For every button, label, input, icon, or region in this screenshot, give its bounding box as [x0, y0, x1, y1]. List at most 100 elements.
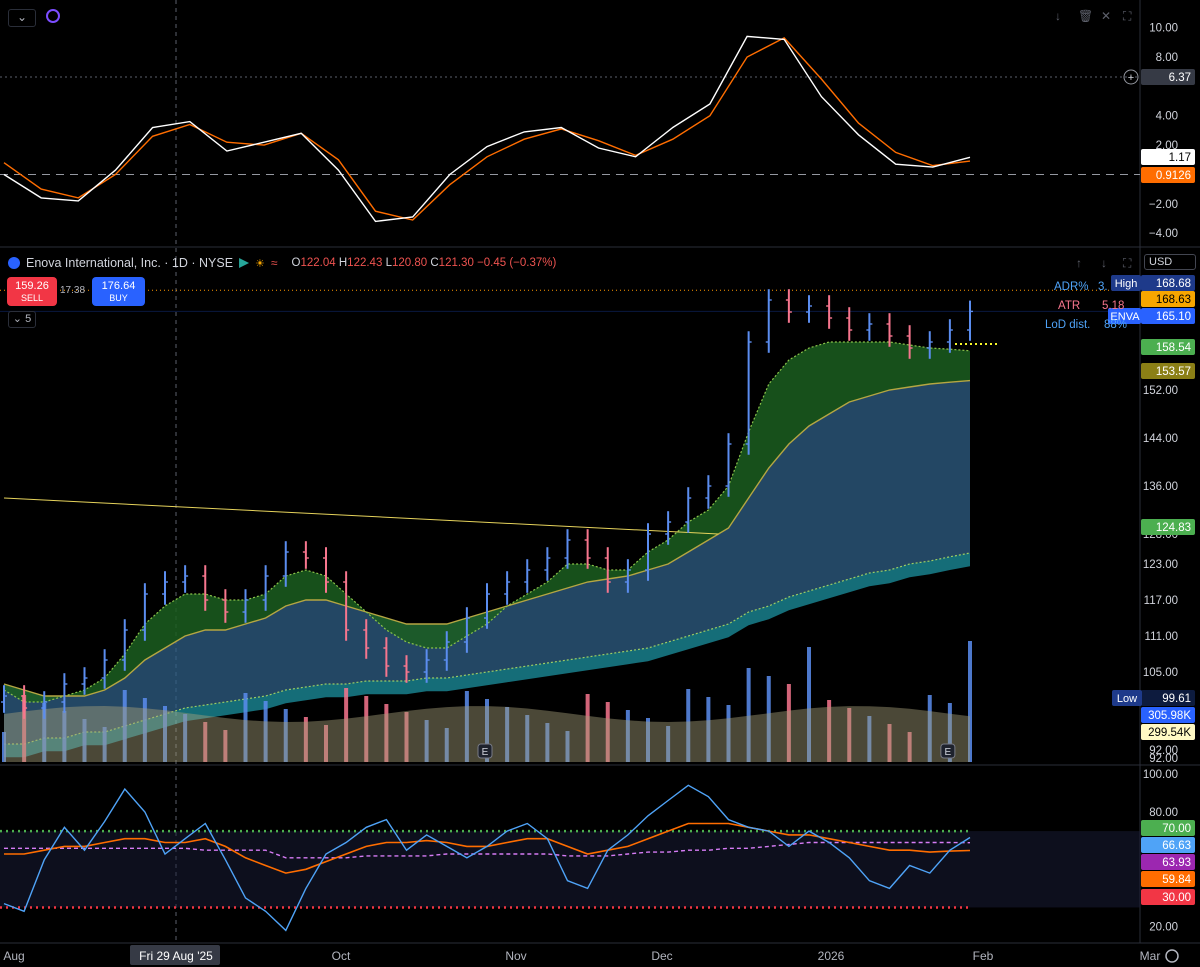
price-y-tick: 123.00 — [1143, 559, 1178, 571]
volume-bar — [827, 700, 832, 762]
earnings-marker-label: E — [945, 747, 952, 758]
earnings-marker — [477, 743, 493, 759]
volume-bar — [404, 712, 409, 762]
ema-mid-tag-bg — [1141, 363, 1195, 379]
low-label-bg — [1112, 690, 1142, 706]
time-axis-label: Nov — [505, 949, 526, 963]
time-axis-label: Feb — [973, 949, 994, 963]
symbol-header: Enova International, Inc. · 1D · NYSE ☀ … — [8, 256, 556, 270]
macd-crosshair-label: 6.37 — [1169, 72, 1191, 84]
volume-bar — [625, 710, 630, 762]
macd-y-tick: 10.00 — [1149, 23, 1178, 35]
close-icon[interactable]: ✕ — [1101, 9, 1112, 23]
volume-bar — [505, 707, 510, 762]
macd-y-tick: −4.00 — [1149, 228, 1178, 240]
add-alert-glyph: + — [1128, 72, 1134, 84]
price-y-tick: 117.00 — [1144, 595, 1178, 607]
rsi-ma-tag: 59.84 — [1162, 874, 1191, 886]
symbol-title[interactable]: Enova International, Inc. · 1D · NYSE — [26, 256, 234, 270]
volume-bar — [585, 694, 590, 762]
earnings-marker — [940, 743, 956, 759]
volume-bar — [968, 641, 972, 762]
volume-tag: 305.98K — [1148, 710, 1191, 722]
macd-value-label-bg — [1141, 149, 1195, 165]
last-price-tag: 165.10 — [1156, 311, 1191, 323]
symbol-tag-bg — [1108, 308, 1141, 324]
move-down-icon[interactable]: ↓ — [1055, 9, 1061, 23]
lod-value: 88% — [1104, 319, 1128, 331]
mid-slow-cloud — [4, 380, 970, 744]
volume-bar — [485, 699, 489, 762]
indicator-settings-icon[interactable] — [46, 9, 60, 23]
price-y-tick: 105.00 — [1143, 667, 1178, 679]
collapse-pane-button[interactable]: ⌄ — [8, 9, 36, 27]
volume-bar — [847, 708, 852, 762]
rsi-upper-tag: 70.00 — [1162, 823, 1191, 835]
delete-icon[interactable]: 🗑 — [1078, 9, 1094, 23]
chevron-down-icon: ⌄ — [12, 313, 23, 325]
volume-bar — [766, 676, 771, 762]
ema-fast-line — [3, 341, 971, 703]
currency-select[interactable]: USD — [1144, 254, 1196, 270]
move-up-icon[interactable]: ↑ — [1076, 256, 1082, 270]
volume-bar — [706, 697, 711, 762]
price-y-tick: 92.00 — [1149, 745, 1178, 757]
rsi-ma-tag-bg — [1141, 871, 1195, 887]
ema-fast-tag: 158.54 — [1156, 342, 1192, 354]
maximize-icon[interactable]: ⛶ — [1123, 9, 1132, 23]
ema-fast-tag-bg — [1141, 339, 1195, 355]
time-axis-label: Dec — [651, 949, 672, 963]
rsi-band — [0, 831, 1140, 908]
volume-bar — [263, 701, 268, 762]
signal-value-label: 0.9126 — [1156, 170, 1191, 182]
macd-y-tick: 4.00 — [1156, 111, 1178, 123]
symbol-logo-icon — [8, 257, 20, 269]
price-y-tick: 111.00 — [1145, 631, 1178, 643]
wave-icon: ≈ — [270, 256, 278, 270]
volume-bar — [565, 731, 570, 762]
rsi-signal-tag: 63.93 — [1162, 857, 1191, 869]
market-status-icon — [239, 258, 250, 268]
volume-bar — [786, 684, 791, 762]
volume-bar — [686, 689, 691, 762]
volume-bar — [384, 704, 389, 762]
volume-bar — [605, 702, 610, 762]
rsi-y-tick: 80.00 — [1149, 807, 1178, 819]
adr-label: ADR% — [1054, 281, 1089, 293]
high-label: High — [1115, 278, 1138, 290]
sell-price: 159.26 — [15, 280, 49, 292]
price-y-tick: 152.00 — [1143, 385, 1178, 397]
move-down-icon-2[interactable]: ↓ — [1101, 256, 1107, 270]
volume-bar — [364, 696, 369, 762]
macd-signal-line — [3, 37, 971, 221]
add-alert-icon — [1123, 69, 1139, 85]
volume-bar — [183, 714, 188, 762]
volume-bar — [243, 693, 248, 762]
volume-bar — [525, 715, 530, 762]
time-axis-label: Aug — [3, 949, 24, 963]
atr-label: ATR — [1058, 300, 1081, 312]
price-y-tick-bottom: 92.00 — [1149, 753, 1178, 765]
volume-ma-area — [4, 706, 970, 762]
volume-bar — [646, 718, 650, 762]
macd-line — [3, 35, 971, 223]
session-sun-icon: ☀ — [255, 257, 265, 270]
sell-button[interactable]: 159.26 SELL — [7, 277, 57, 306]
low-value-tag-bg — [1141, 690, 1195, 706]
resistance-trendline — [3, 497, 719, 535]
buy-price: 176.64 — [101, 280, 136, 292]
ema-slow-tag: 124.83 — [1156, 522, 1191, 534]
buy-button[interactable]: 176.64 BUY — [92, 277, 145, 306]
volume-bar — [203, 722, 208, 762]
interval-toggle-button[interactable]: ⌄ 5 — [8, 311, 36, 328]
volume-bar — [947, 703, 952, 762]
time-axis-label: 2026 — [818, 949, 845, 963]
volume-bar — [726, 705, 731, 762]
volume-bar — [62, 711, 67, 762]
maximize-icon-2[interactable]: ⛶ — [1123, 256, 1132, 270]
volume-bar — [344, 688, 349, 762]
volume-ma-tag-bg — [1141, 724, 1195, 740]
macd-value-label: 1.17 — [1169, 152, 1191, 164]
rsi-signal-line — [4, 841, 971, 859]
